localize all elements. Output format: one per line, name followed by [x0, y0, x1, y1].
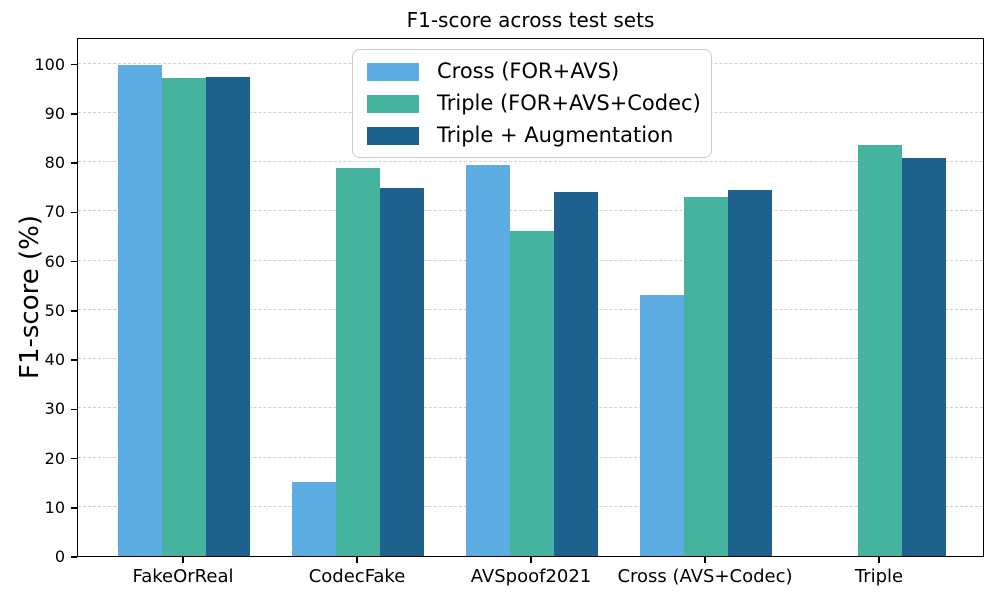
legend-entry-1: Triple (FOR+AVS+Codec) [367, 93, 701, 114]
bar-codecfake-s2 [380, 188, 424, 556]
y-tick-label-20: 20 [44, 448, 65, 468]
legend-entry-2: Triple + Augmentation [367, 125, 697, 146]
y-tick-mark-60 [71, 260, 77, 263]
x-tick-mark-0 [182, 557, 184, 563]
y-tick-label-80: 80 [44, 153, 65, 173]
legend-label: Triple (FOR+AVS+Codec) [437, 91, 701, 115]
bar-cross-avs-codec--s0 [640, 295, 684, 556]
x-tick-label-3: Cross (AVS+Codec) [617, 566, 793, 587]
x-tick-mark-4 [878, 557, 880, 563]
y-tick-mark-100 [71, 63, 77, 66]
y-tick-label-70: 70 [44, 202, 65, 222]
bar-fakeorreal-s0 [118, 64, 162, 556]
gridline-80 [78, 161, 983, 163]
y-tick-mark-20 [71, 457, 77, 460]
gridline-70 [78, 210, 983, 212]
bar-avspoof2021-s0 [466, 164, 510, 556]
y-tick-mark-70 [71, 211, 77, 214]
bar-avspoof2021-s2 [554, 191, 598, 556]
legend-label: Cross (FOR+AVS) [437, 59, 620, 83]
x-tick-mark-3 [704, 557, 706, 563]
legend-label: Triple + Augmentation [437, 123, 674, 147]
legend-swatch-icon [367, 94, 419, 113]
x-tick-mark-1 [356, 557, 358, 563]
y-tick-mark-30 [71, 408, 77, 411]
chart-title: F1-score across test sets [406, 8, 655, 32]
y-tick-label-30: 30 [44, 399, 65, 419]
x-tick-mark-2 [530, 557, 532, 563]
x-tick-label-1: CodecFake [308, 566, 406, 587]
bar-cross-avs-codec--s2 [728, 190, 772, 556]
y-tick-label-10: 10 [44, 497, 65, 517]
y-tick-mark-0 [71, 556, 77, 558]
y-tick-mark-90 [71, 113, 77, 115]
bar-avspoof2021-s1 [510, 231, 554, 556]
legend-swatch-icon [367, 62, 419, 81]
y-tick-mark-10 [71, 507, 77, 509]
bar-codecfake-s0 [292, 482, 336, 556]
y-tick-label-60: 60 [44, 251, 65, 271]
legend: Cross (FOR+AVS) Triple (FOR+AVS+Codec) Tri… [352, 49, 712, 158]
y-tick-label-90: 90 [44, 103, 65, 123]
y-tick-label-0: 0 [54, 547, 65, 566]
y-tick-mark-80 [71, 162, 77, 164]
legend-entry-0: Cross (FOR+AVS) [367, 61, 697, 82]
bar-triple-s2 [902, 158, 946, 556]
y-tick-mark-50 [71, 310, 77, 312]
legend-swatch-icon [367, 126, 419, 145]
y-tick-mark-40 [71, 359, 77, 361]
bar-fakeorreal-s2 [206, 76, 250, 556]
y-tick-label-50: 50 [44, 300, 65, 320]
y-tick-label-100: 100 [34, 54, 65, 74]
bar-codecfake-s1 [336, 167, 380, 556]
x-tick-label-4: Triple [854, 566, 904, 587]
x-tick-label-0: FakeOrReal [132, 566, 234, 587]
bar-fakeorreal-s1 [162, 78, 206, 556]
y-tick-label-40: 40 [44, 350, 65, 370]
bar-cross-avs-codec--s1 [684, 197, 728, 556]
bar-triple-s1 [858, 145, 902, 556]
x-tick-label-2: AVSpoof2021 [470, 566, 592, 587]
